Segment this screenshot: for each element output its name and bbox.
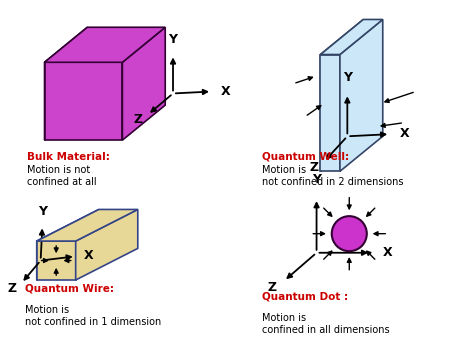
Polygon shape: [36, 241, 76, 280]
Polygon shape: [45, 27, 165, 62]
Text: Motion is
confined in all dimensions: Motion is confined in all dimensions: [262, 313, 390, 335]
Text: Z: Z: [267, 281, 277, 294]
Text: Quantum Dot :: Quantum Dot :: [262, 291, 348, 302]
Circle shape: [332, 216, 367, 251]
Text: Motion is not
confined at all: Motion is not confined at all: [27, 165, 97, 187]
Text: X: X: [400, 127, 409, 140]
Polygon shape: [45, 27, 87, 140]
Text: Motion is
not confined in 2 dimensions: Motion is not confined in 2 dimensions: [262, 165, 403, 187]
Polygon shape: [36, 210, 99, 280]
Text: Z: Z: [8, 282, 17, 295]
Polygon shape: [122, 27, 165, 140]
Text: Quantum Well:: Quantum Well:: [262, 152, 349, 162]
Text: Z: Z: [310, 161, 319, 174]
Polygon shape: [320, 19, 363, 171]
Text: Y: Y: [343, 71, 352, 84]
Polygon shape: [45, 62, 122, 140]
Text: Motion is
not confined in 1 dimension: Motion is not confined in 1 dimension: [25, 305, 161, 327]
Polygon shape: [76, 210, 138, 280]
Text: Y: Y: [169, 33, 178, 46]
Polygon shape: [340, 19, 383, 171]
Polygon shape: [320, 19, 383, 55]
Text: Quantum Wire:: Quantum Wire:: [25, 284, 114, 294]
Text: Y: Y: [38, 205, 47, 218]
Text: Bulk Material:: Bulk Material:: [27, 152, 110, 162]
Text: X: X: [83, 249, 93, 262]
Polygon shape: [320, 55, 340, 171]
Text: X: X: [220, 85, 230, 98]
Polygon shape: [36, 210, 138, 241]
Text: Y: Y: [312, 173, 321, 186]
Text: X: X: [383, 246, 392, 259]
Text: Z: Z: [133, 113, 142, 126]
